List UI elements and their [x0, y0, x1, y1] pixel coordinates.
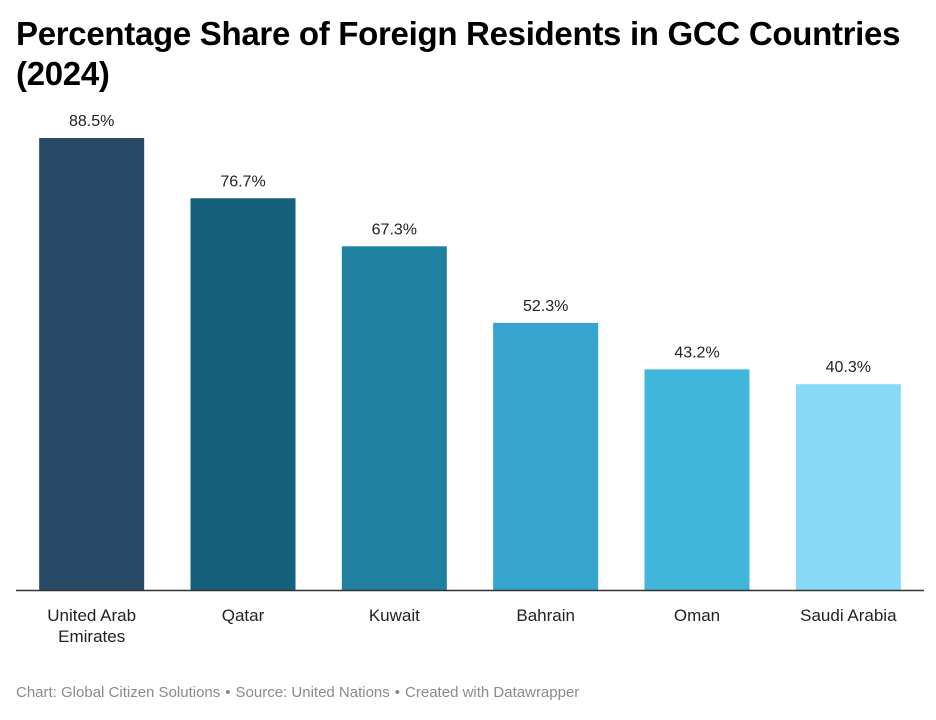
bar — [190, 198, 296, 590]
chart-title: Percentage Share of Foreign Residents in… — [16, 15, 901, 92]
x-tick-label: Qatar — [222, 606, 265, 625]
x-tick-label: Saudi Arabia — [800, 606, 897, 625]
chart-credit: Chart: Global Citizen Solutions — [16, 684, 221, 701]
x-tick-label: Bahrain — [516, 606, 575, 625]
data-label: 67.3% — [372, 221, 417, 238]
x-tick-label: United Arab Emirates — [47, 606, 136, 646]
footer-separator: • — [225, 684, 231, 701]
x-tick-label: Kuwait — [369, 606, 420, 625]
chart-tool-credit: Created with Datawrapper — [405, 684, 580, 701]
chart-source: Source: United Nations — [235, 684, 390, 701]
bar — [39, 138, 145, 590]
chart-footer: Chart: Global Citizen Solutions • Source: … — [16, 684, 579, 701]
bar — [795, 384, 901, 590]
data-label: 88.5% — [69, 113, 114, 130]
data-label: 40.3% — [826, 359, 871, 376]
bar — [341, 246, 447, 590]
bar — [644, 369, 750, 590]
data-label: 76.7% — [220, 173, 265, 190]
bar — [493, 322, 599, 590]
x-tick-label: Oman — [674, 606, 720, 625]
footer-separator: • — [394, 684, 401, 701]
data-label: 43.2% — [674, 344, 719, 361]
data-label: 52.3% — [523, 298, 568, 315]
